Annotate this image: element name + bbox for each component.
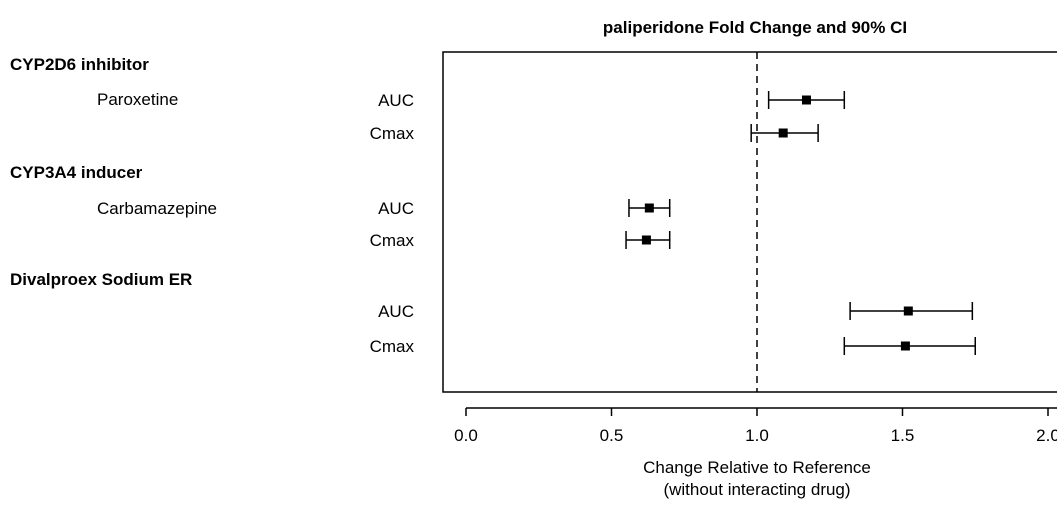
group-label: Divalproex Sodium ER [10,270,192,289]
x-tick-label: 1.0 [745,426,769,445]
metric-label: AUC [378,302,414,321]
estimate-point [778,128,788,138]
drug-label: Paroxetine [97,90,178,109]
estimate-point [900,341,910,351]
metric-label: AUC [378,199,414,218]
group-label: CYP3A4 inducer [10,163,143,182]
x-axis: 0.0 0.5 1.0 1.5 2.0 [454,407,1057,445]
metric-label: Cmax [370,337,415,356]
estimate-point [644,203,654,213]
estimate-point [903,306,913,316]
estimate-point [641,235,651,245]
x-tick-label: 2.0 [1036,426,1057,445]
x-tick-label: 0.0 [454,426,478,445]
x-tick-label: 0.5 [600,426,624,445]
estimate-point [801,95,811,105]
row-labels: CYP2D6 inhibitor Paroxetine AUC Cmax CYP3A4 … [10,55,414,356]
x-tick-label: 1.5 [891,426,915,445]
metric-label: Cmax [370,124,415,143]
x-axis-label-line1: Change Relative to Reference [643,458,871,477]
group-label: CYP2D6 inhibitor [10,55,149,74]
chart-title: paliperidone Fold Change and 90% CI [603,18,907,37]
drug-label: Carbamazepine [97,199,217,218]
metric-label: Cmax [370,231,415,250]
estimate-marks [625,91,976,355]
metric-label: AUC [378,91,414,110]
x-axis-label-line2: (without interacting drug) [663,480,850,499]
plot-frame [442,51,1057,393]
